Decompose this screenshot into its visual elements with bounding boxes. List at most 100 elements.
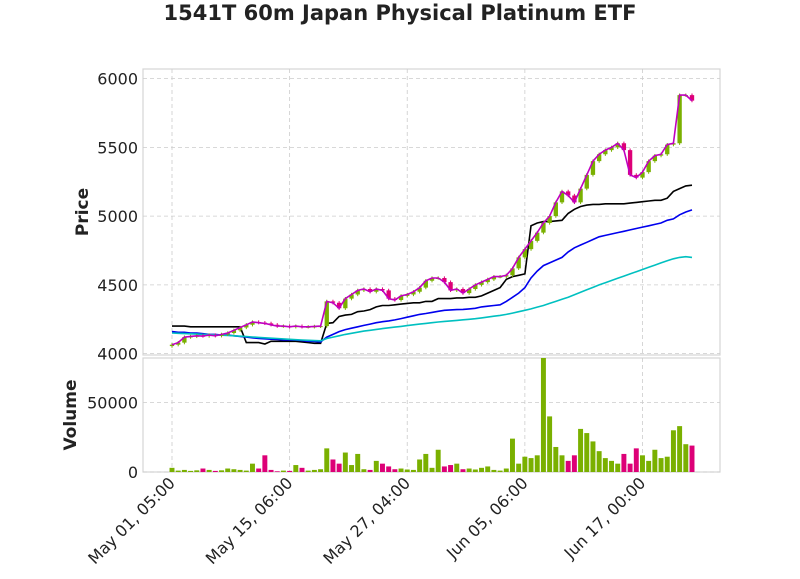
volume-bar (429, 467, 435, 472)
candle-body (522, 249, 528, 258)
volume-bar (479, 467, 484, 472)
volume-bar (578, 428, 584, 472)
x-tick-label: May 01, 05:00 (84, 473, 179, 568)
candle-body (336, 302, 342, 309)
price-panel-frame (142, 68, 721, 356)
volume-bar (497, 470, 503, 472)
volume-bar (355, 453, 361, 472)
candle-body (665, 144, 670, 155)
candle-body (485, 279, 490, 283)
price-tick-label: 5500 (97, 138, 138, 157)
volume-bar (435, 449, 441, 472)
volume-bar (621, 453, 627, 472)
candle-body (578, 188, 583, 203)
volume-bar (231, 469, 237, 472)
candle-body (386, 290, 391, 299)
volume-bar (553, 446, 559, 472)
x-tick-label: Jun 17, 00:00 (560, 473, 650, 563)
candle-body (466, 289, 472, 294)
candle-body (566, 191, 571, 196)
volume-bar (287, 470, 293, 472)
volume-bar (330, 459, 336, 472)
volume-bar (342, 452, 348, 472)
volume-bar (485, 466, 491, 472)
volume-bar (410, 469, 416, 472)
volume-bar (219, 470, 224, 472)
volume-bar (373, 460, 379, 472)
volume-bar (194, 470, 200, 472)
volume-bar (658, 458, 664, 472)
volume-bar (534, 455, 540, 472)
candle-body (460, 289, 466, 294)
volume-bar (386, 466, 392, 472)
candle-body (343, 298, 348, 309)
volume-bar (528, 458, 534, 472)
candle-body (429, 278, 435, 281)
volume-bar (299, 467, 305, 472)
volume-bar (491, 469, 497, 472)
volume-bar (324, 448, 330, 472)
candle-body (609, 147, 614, 151)
volume-bar (336, 463, 342, 472)
volume-bar (540, 358, 546, 472)
candle-body (442, 278, 447, 283)
volume-bar (559, 455, 565, 472)
volume-bar (181, 469, 187, 472)
candle-body (603, 150, 608, 155)
volume-bar (677, 426, 683, 472)
volume-bar (318, 469, 324, 472)
candle-body (355, 290, 360, 295)
candle-body (237, 327, 243, 331)
volume-bar (596, 451, 602, 472)
volume-bar (305, 470, 311, 472)
volume-bar (212, 470, 218, 472)
price-axis-label: Price (73, 188, 93, 236)
x-tick-label: Jun 05, 06:00 (442, 473, 532, 563)
volume-bar (503, 468, 509, 472)
volume-bar (571, 455, 577, 472)
candle-body (510, 268, 515, 276)
volume-bar (664, 456, 670, 472)
volume-bar (584, 433, 590, 472)
candle-body (634, 174, 639, 178)
candle-body (677, 95, 682, 144)
candle-body (627, 150, 633, 175)
candle-body (479, 282, 484, 285)
volume-bar (627, 463, 633, 472)
volume-bar (602, 458, 608, 472)
volume-bar (609, 460, 614, 472)
volume-bar (293, 465, 299, 472)
candle-body (621, 143, 627, 151)
volume-bar (169, 467, 175, 472)
series-line-close (171, 94, 693, 346)
candle-body (324, 301, 329, 327)
price-tick-label: 4000 (97, 345, 138, 364)
volume-bar (175, 470, 181, 472)
candle-body (541, 223, 546, 233)
volume-bar (683, 444, 689, 472)
candle-body (547, 216, 552, 223)
volume-bar (547, 416, 553, 472)
volume-bar (460, 469, 466, 472)
series-line-ma_cyan (171, 255, 693, 342)
candle-body (491, 276, 497, 280)
candle-body (640, 172, 645, 178)
volume-panel-frame (142, 357, 721, 473)
candle-body (398, 295, 404, 300)
volume-bar (522, 456, 528, 472)
volume-bar (392, 469, 398, 472)
candle-body (652, 155, 658, 162)
price-tick-label: 6000 (97, 70, 138, 89)
volume-bar (689, 445, 695, 472)
candle-body (182, 337, 187, 343)
candle-body (596, 154, 602, 162)
volume-bar (250, 463, 255, 472)
volume-bar (640, 455, 645, 472)
candle-body (528, 240, 534, 250)
candle-body (615, 143, 620, 148)
volume-bar (516, 463, 522, 472)
volume-bar (633, 448, 639, 472)
volume-bar (367, 469, 373, 472)
